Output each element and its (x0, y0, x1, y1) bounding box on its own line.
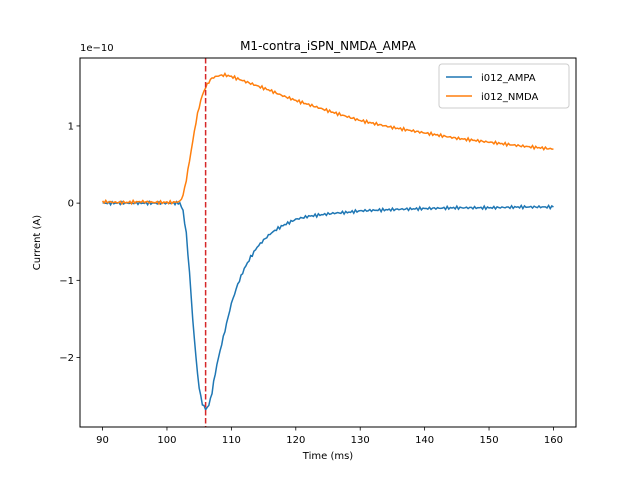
x-tick-label: 140 (415, 435, 434, 446)
y-axis-label: Current (A) (32, 215, 43, 270)
y-tick-label: −1 (59, 276, 74, 287)
x-tick-label: 160 (544, 435, 563, 446)
y-tick-label: −2 (59, 353, 74, 364)
legend-label: i012_NMDA (481, 92, 538, 103)
x-tick-label: 150 (479, 435, 498, 446)
x-tick-label: 90 (96, 435, 109, 446)
y-axis: −2 −1 0 1 (59, 121, 80, 364)
x-tick-label: 120 (286, 435, 305, 446)
legend: i012_AMPA i012_NMDA (438, 63, 570, 109)
y-axis-offset-text: 1e−10 (80, 43, 114, 54)
y-tick-label: 1 (68, 121, 74, 132)
x-axis-label: Time (ms) (302, 451, 354, 462)
plot-area (101, 58, 554, 427)
legend-box (438, 63, 570, 109)
x-tick-label: 100 (157, 435, 176, 446)
x-tick-label: 110 (222, 435, 241, 446)
series-line-i012_AMPA (102, 199, 554, 412)
x-tick-label: 130 (351, 435, 370, 446)
series-line-i012_NMDA (101, 71, 554, 206)
y-tick-label: 0 (68, 199, 74, 210)
legend-label: i012_AMPA (481, 73, 536, 84)
x-axis: 90 100 110 120 130 140 150 160 (96, 427, 563, 446)
plot-frame (79, 57, 577, 428)
chart-title: M1-contra_iSPN_NMDA_AMPA (240, 39, 417, 53)
